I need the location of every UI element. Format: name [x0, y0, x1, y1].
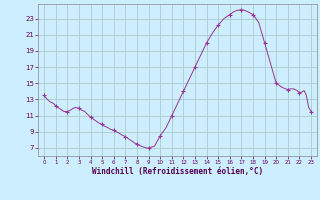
X-axis label: Windchill (Refroidissement éolien,°C): Windchill (Refroidissement éolien,°C): [92, 167, 263, 176]
